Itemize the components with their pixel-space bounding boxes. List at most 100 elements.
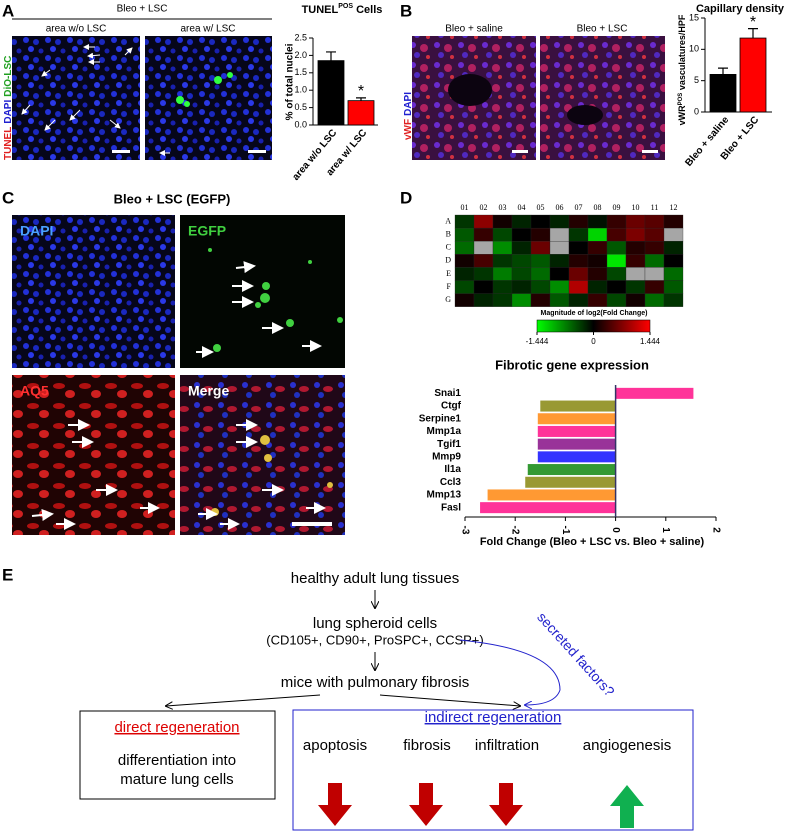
label-part: POS [678, 93, 684, 106]
box-title: indirect regeneration [425, 709, 562, 726]
heat-cell [587, 254, 608, 268]
heat-cell [644, 227, 665, 242]
heat-cell [473, 280, 494, 294]
heat-cell [511, 214, 532, 229]
heat-cell [606, 267, 627, 281]
panel-label: A [2, 1, 14, 20]
label-part: vasculatures/HPF [677, 14, 687, 93]
image-label: Merge [188, 383, 229, 399]
column-label: 03 [499, 203, 507, 212]
arrows [21, 44, 170, 156]
column-label: 08 [594, 203, 602, 212]
stain-label: vWF DAPI [403, 92, 414, 140]
error-bar [326, 51, 336, 61]
heat-cell [644, 214, 665, 229]
stain: DAPI [403, 92, 414, 116]
heat-cell [454, 241, 475, 255]
heat-cell [568, 293, 589, 307]
x-tick-label: -1 [560, 526, 571, 535]
box [292, 709, 694, 831]
column-label: 02 [480, 203, 488, 212]
image-title: Bleo + LSC [577, 24, 628, 35]
stain: TUNEL [3, 127, 14, 160]
row-label: D [445, 256, 451, 265]
y-tick-label: 0 [694, 106, 699, 116]
column-label: 10 [632, 203, 640, 212]
column-label: 09 [613, 203, 621, 212]
heat-cell [530, 227, 551, 242]
heat-cell [549, 267, 570, 281]
y-tick-label: Mmp1a [427, 426, 462, 437]
column-label: 12 [670, 203, 678, 212]
heat-cell [492, 267, 513, 281]
row-label: G [445, 295, 451, 304]
scale-bar [112, 150, 130, 153]
heat-cell [587, 241, 608, 255]
panel-title: Bleo + LSC (EGFP) [114, 191, 231, 206]
bar [537, 413, 616, 425]
row-label: B [446, 229, 451, 238]
heat-cell [549, 227, 570, 242]
heat-cell [663, 214, 684, 229]
annotation: * [750, 14, 756, 31]
step: lung spheroid cells [313, 615, 437, 632]
step: mice with pulmonary fibrosis [281, 674, 469, 691]
bar [739, 37, 767, 113]
stain: DAPI [3, 100, 14, 124]
heat-cell [454, 214, 475, 229]
heat-cell [568, 241, 589, 255]
x-tick-label: -3 [459, 526, 470, 535]
down-arrow [318, 783, 352, 826]
heat-cell [549, 293, 570, 307]
micrograph [12, 375, 175, 535]
x-tick-label: 1 [660, 527, 671, 533]
y-axis-label: vWRPOS vasculatures/HPF [677, 14, 687, 125]
y-tick-label: 10 [689, 44, 699, 54]
heat-cell [663, 293, 684, 307]
heat-cell [568, 227, 589, 242]
diagram: healthy adult lung tissues lung spheroid… [79, 570, 694, 831]
heat-cell [454, 254, 475, 268]
heat-cell [511, 267, 532, 281]
heat-cell [454, 280, 475, 294]
y-tick-label: 2.5 [294, 32, 307, 42]
bar [709, 74, 737, 113]
column-label: 04 [518, 203, 526, 212]
annotation: * [358, 83, 364, 100]
image-label: AQ5 [20, 383, 49, 399]
heat-cell [606, 227, 627, 242]
panel-title: Bleo + LSC [117, 4, 168, 15]
bar [525, 476, 616, 488]
heat-cell [663, 241, 684, 255]
y-tick-label: Il1a [444, 464, 461, 475]
stain-label: TUNEL DAPI DiO-LSC [3, 56, 14, 160]
chart-title: Capillary density [696, 3, 785, 15]
y-tick-label: 0.0 [294, 119, 307, 129]
heat-cell [568, 214, 589, 229]
heat-cell [492, 214, 513, 229]
panel-label: D [400, 188, 412, 207]
heat-cell [625, 293, 646, 307]
heat-cell [644, 241, 665, 255]
y-tick-label: Mmp13 [427, 490, 462, 501]
box-text: differentiation into [118, 752, 236, 769]
panel-label: E [2, 565, 13, 584]
image-label: EGFP [188, 223, 226, 239]
panel-label: B [400, 1, 412, 20]
column-label: 06 [556, 203, 564, 212]
down-arrow [409, 783, 443, 826]
effect: apoptosis [303, 737, 367, 754]
heat-cell [492, 254, 513, 268]
error-bar [748, 28, 758, 39]
column-label: 11 [651, 203, 659, 212]
heat-cell [644, 254, 665, 268]
arrow [459, 639, 561, 705]
heat-cell [473, 267, 494, 281]
title-part: TUNEL [302, 4, 339, 16]
title-part: POS [338, 3, 353, 10]
column-label: 01 [461, 203, 469, 212]
stain: vWF [403, 119, 414, 140]
box-text: mature lung cells [120, 771, 233, 788]
scale-bar [248, 150, 266, 153]
step: (CD105+, CD90+, ProSPC+, CCSP+) [266, 632, 483, 647]
